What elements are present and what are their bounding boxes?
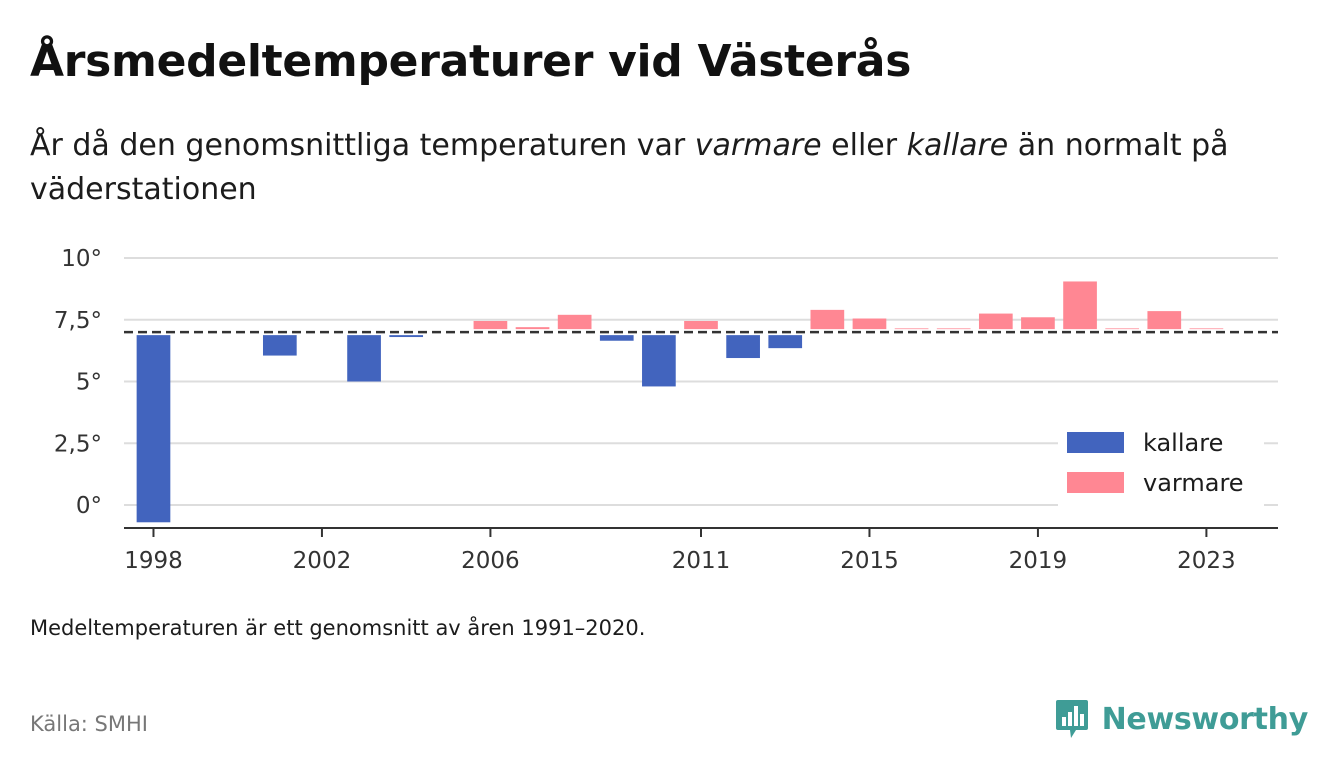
- chart-title: Årsmedeltemperaturer vid Västerås: [30, 36, 912, 87]
- bar-warmer: [473, 320, 508, 333]
- bar-warmer: [684, 320, 718, 333]
- bar-colder: [768, 332, 803, 349]
- y-tick-label: 5°: [76, 370, 102, 396]
- subtitle-text-2: eller: [821, 128, 907, 163]
- brand-name: Newsworthy: [1101, 701, 1309, 737]
- chart-subtitle: År då den genomsnittliga temperaturen va…: [30, 124, 1290, 212]
- bars: [136, 281, 1224, 523]
- bar-colder: [262, 332, 297, 356]
- legend-label-kallare: kallare: [1143, 429, 1223, 457]
- bar-warmer: [810, 309, 845, 333]
- x-tick-label: 1998: [124, 548, 183, 574]
- legend: kallare varmare: [1058, 418, 1264, 508]
- bar-warmer: [557, 314, 592, 333]
- footnote: Medeltemperaturen är ett genomsnitt av å…: [30, 616, 646, 640]
- bar-colder: [642, 332, 676, 387]
- x-tick-label: 2019: [1009, 548, 1068, 574]
- bar-warmer: [978, 313, 1013, 333]
- legend-swatch-varmare: [1067, 472, 1124, 493]
- bar-chart: 0° 2,5° 5° 7,5° 10° 1998 2002 2006 2011 2015 2019 2…: [54, 246, 1278, 574]
- axes: 0° 2,5° 5° 7,5° 10° 1998 2002 2006 2011 2015 2019 2…: [54, 246, 1278, 574]
- bar-warmer: [852, 318, 887, 333]
- source-label: Källa: SMHI: [30, 712, 148, 736]
- x-tick-label: 2015: [840, 548, 899, 574]
- subtitle-text-3: än normalt på väderstationen: [30, 128, 1229, 207]
- bar-colder: [347, 332, 381, 382]
- bar-warmer: [1147, 311, 1182, 333]
- bar-colder: [599, 332, 634, 341]
- bar-colder: [726, 332, 760, 359]
- y-tick-label: 0°: [76, 493, 102, 519]
- bar-warmer: [1063, 281, 1097, 333]
- subtitle-emphasis-colder: kallare: [906, 128, 1009, 163]
- x-tick-label: 2006: [461, 548, 520, 574]
- bar-warmer: [1021, 317, 1055, 333]
- subtitle-emphasis-warmer: varmare: [694, 128, 822, 163]
- x-tick-label: 2023: [1177, 548, 1236, 574]
- newsworthy-logo-icon: [1055, 700, 1088, 738]
- brand-logo: Newsworthy: [1054, 698, 1308, 740]
- legend-label-varmare: varmare: [1143, 469, 1244, 497]
- y-tick-label: 10°: [61, 246, 102, 272]
- legend-swatch-kallare: [1067, 432, 1124, 453]
- x-tick-label: 2011: [672, 548, 731, 574]
- subtitle-text-1: År då den genomsnittliga temperaturen va…: [30, 128, 695, 163]
- y-tick-label: 7,5°: [54, 308, 102, 334]
- x-tick-label: 2002: [293, 548, 352, 574]
- y-tick-label: 2,5°: [54, 431, 102, 457]
- bar-colder: [136, 332, 171, 523]
